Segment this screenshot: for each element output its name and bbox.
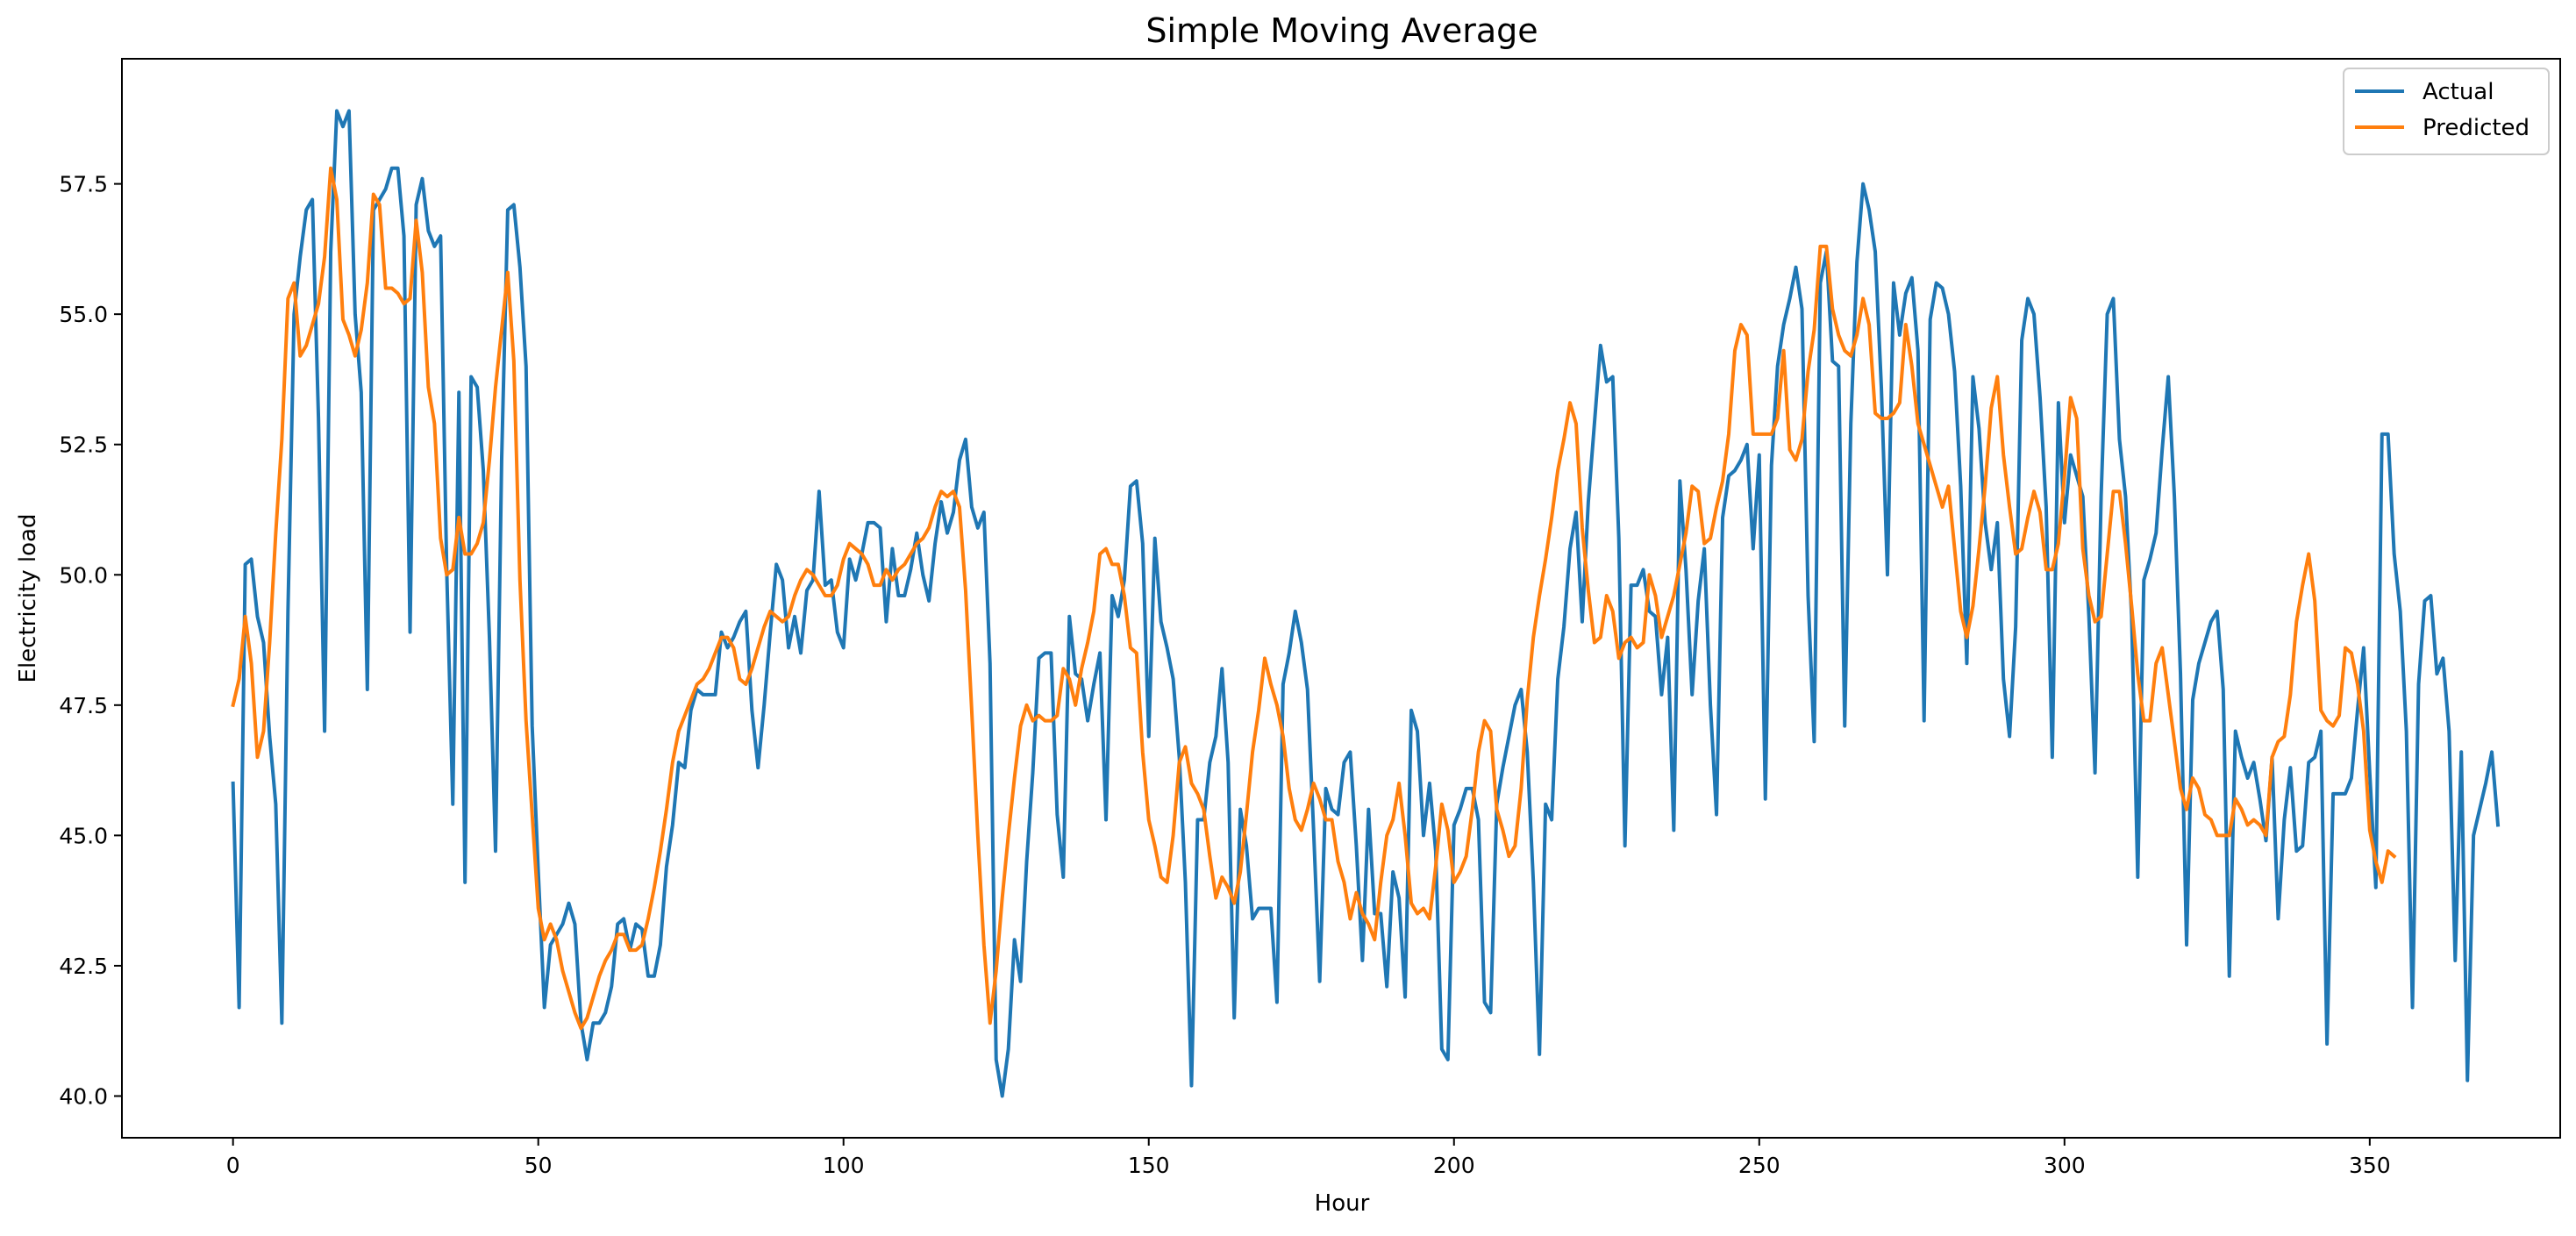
y-axis-label: Electricity load — [15, 514, 41, 683]
legend-label-actual: Actual — [2423, 79, 2494, 105]
y-tick-label: 40.0 — [59, 1083, 108, 1109]
ticks-layer: 0 50 100 150 200 250 300 350 40.0 42.5 45.0 47.5 50.… — [59, 172, 2390, 1178]
y-tick-label: 57.5 — [59, 172, 108, 197]
x-tick-label: 200 — [1433, 1153, 1475, 1178]
x-tick-label: 300 — [2044, 1153, 2086, 1178]
y-tick-label: 55.0 — [59, 302, 108, 327]
legend-label-predicted: Predicted — [2423, 115, 2530, 141]
legend: Actual Predicted — [2343, 68, 2550, 155]
chart-title: Simple Moving Average — [1145, 11, 1538, 50]
series-line-actual — [231, 109, 2501, 1098]
x-tick-label: 150 — [1128, 1153, 1170, 1178]
x-tick-label: 250 — [1738, 1153, 1780, 1178]
x-tick-label: 50 — [524, 1153, 553, 1178]
y-tick-label: 47.5 — [59, 693, 108, 718]
series-line-predicted — [231, 166, 2397, 1031]
x-tick-label: 350 — [2349, 1153, 2391, 1178]
plot-area-frame — [121, 58, 2561, 1139]
x-tick-label: 0 — [226, 1153, 240, 1178]
y-tick-label: 50.0 — [59, 562, 108, 588]
x-tick-label: 100 — [823, 1153, 865, 1178]
y-tick-label: 45.0 — [59, 823, 108, 848]
x-axis-label: Hour — [1315, 1190, 1370, 1217]
y-tick-label: 42.5 — [59, 954, 108, 979]
lines-layer — [231, 109, 2501, 1098]
y-tick-label: 52.5 — [59, 432, 108, 458]
